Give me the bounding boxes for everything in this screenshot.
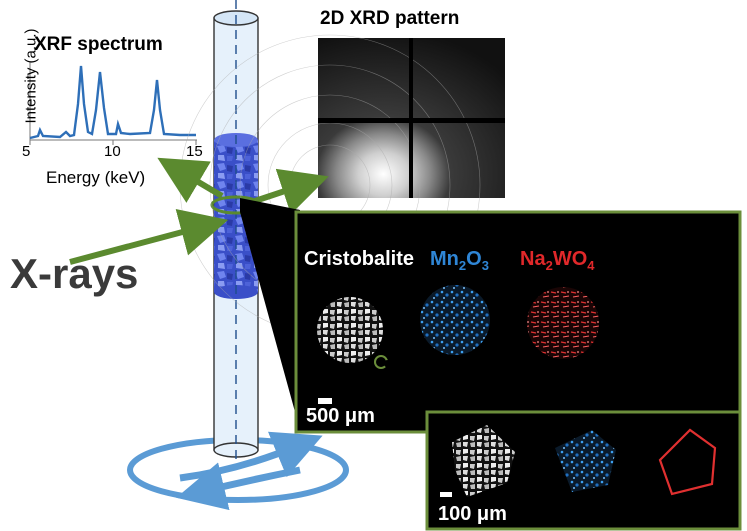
beam-arrows — [69, 157, 329, 265]
scale-label-small: 100 μm — [438, 503, 507, 525]
phase-cristobalite: Cristobalite — [304, 248, 415, 270]
mn2o3-detail — [555, 430, 616, 492]
na2wo4-detail — [658, 428, 717, 496]
phase-mn2o3: Mn2O3 — [430, 248, 489, 273]
xrf-tick-10: 10 — [104, 143, 121, 160]
xrd-title: 2D XRD pattern — [320, 8, 460, 29]
mn2o3-map — [420, 285, 490, 355]
zoom-cone-2 — [381, 360, 740, 414]
na2wo4-map — [527, 287, 599, 359]
zoom-cone-1 — [240, 198, 300, 430]
scale-bar-small — [440, 492, 452, 497]
phase-na2wo4: Na2WO4 — [520, 248, 595, 273]
scale-label-large: 500 μm — [306, 405, 375, 427]
xrf-ylabel: Intensity (a.u.) — [22, 28, 40, 124]
xrf-spectrum-line — [29, 65, 196, 140]
xrays-label: X-rays — [10, 250, 139, 297]
xrf-emission-arrow — [157, 157, 224, 203]
xrf-chart — [29, 62, 197, 145]
xrf-xlabel: Energy (keV) — [46, 168, 146, 187]
xrf-title: XRF spectrum — [34, 34, 163, 55]
cristobalite-detail — [452, 425, 515, 497]
xrf-tick-15: 15 — [186, 143, 203, 160]
incident-xray-arrow — [69, 208, 229, 265]
capillary-tube — [210, 0, 262, 460]
cristobalite-map — [317, 297, 383, 363]
xrf-tick-5: 5 — [22, 143, 31, 160]
detail-map-panel — [425, 410, 742, 531]
xrd-diffraction-arrow — [251, 168, 329, 215]
scale-bar-large — [318, 398, 332, 404]
